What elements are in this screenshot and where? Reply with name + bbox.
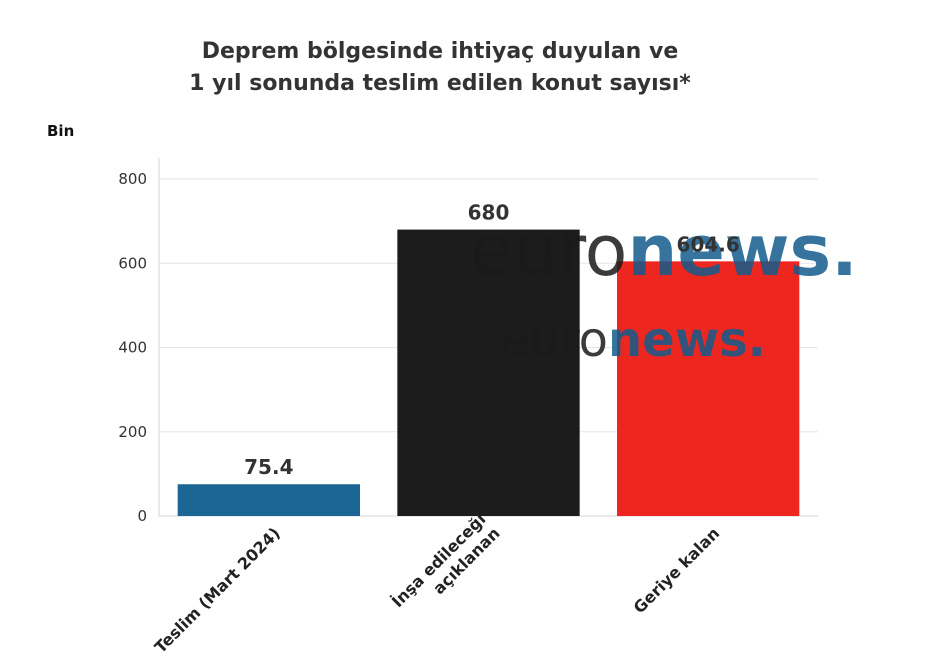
euronews-watermark-small: euronews.	[500, 312, 766, 368]
data-labels: 75.4 680 604.6	[244, 201, 740, 480]
watermark-brand-dark: euro	[470, 210, 628, 292]
watermark-brand-dark: euro	[500, 312, 608, 368]
bar-value-label: 680	[468, 201, 510, 225]
bar	[397, 229, 580, 516]
x-category-label: Teslim (Mart 2024)	[151, 524, 284, 657]
x-category-label-line: Teslim (Mart 2024)	[151, 524, 284, 657]
bars	[177, 229, 800, 516]
category-labels: Teslim (Mart 2024) İnşa edileceğiaçıklana…	[151, 509, 724, 656]
bar	[177, 484, 360, 516]
bar-value-label: 604.6	[677, 232, 740, 256]
x-category-label-line: Geriye kalan	[630, 524, 724, 618]
y-tick-label: 400	[118, 339, 147, 357]
watermark-brand-blue: news	[608, 312, 748, 368]
bar	[617, 261, 800, 516]
chart-title-line-2: 1 yıl sonunda teslim edilen konut sayısı…	[189, 71, 691, 96]
watermark-dot: .	[748, 312, 766, 368]
euronews-watermark-large: euronews.	[470, 210, 858, 292]
watermark-brand-blue: news	[628, 210, 832, 292]
watermark-dot: .	[831, 210, 858, 292]
y-tick-label: 800	[118, 170, 147, 188]
y-tick-label: 0	[137, 507, 147, 525]
y-axis-unit-label: Bin	[47, 122, 74, 140]
euronews-watermark: euronews.euronews.	[470, 210, 858, 368]
y-tick-label: 600	[118, 254, 147, 272]
x-category-label: Geriye kalan	[630, 524, 724, 618]
chart-title-line-1: Deprem bölgesinde ihtiyaç duyulan ve	[202, 39, 679, 64]
bar-value-label: 75.4	[244, 455, 293, 479]
y-tick-label: 200	[118, 423, 147, 441]
